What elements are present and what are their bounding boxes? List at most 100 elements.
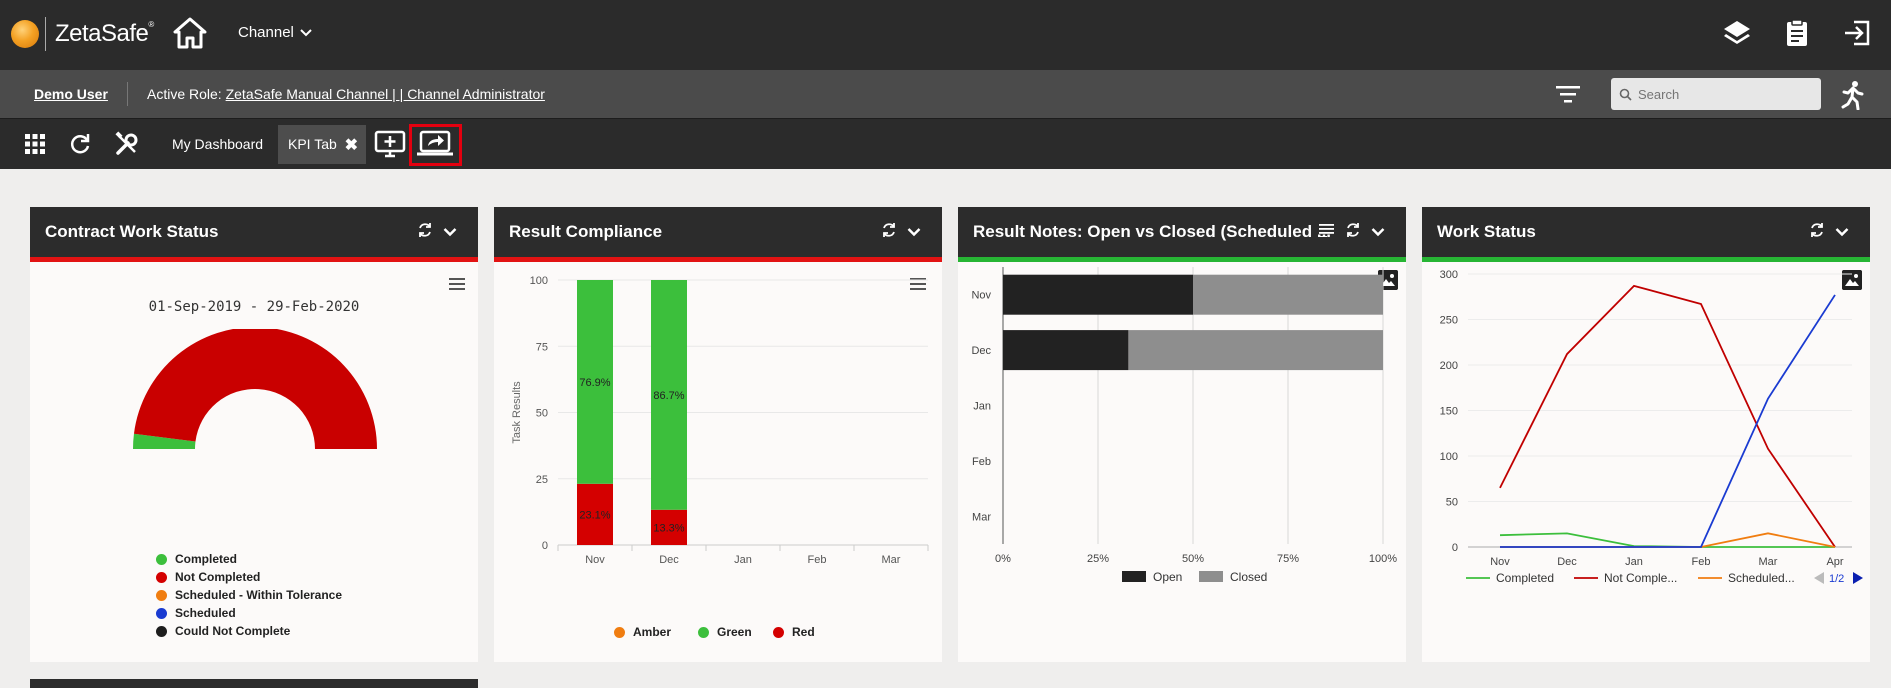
- status-stripe: [1422, 257, 1870, 262]
- widget-title: Result Compliance: [509, 222, 663, 241]
- chevron-down-icon[interactable]: [443, 224, 457, 242]
- bar-closed: [1128, 330, 1383, 371]
- hamburger-menu-icon[interactable]: [910, 277, 928, 291]
- tools-icon[interactable]: [114, 131, 140, 157]
- legend-marker: [156, 553, 167, 565]
- legend-label: Amber: [633, 625, 672, 639]
- legend-item[interactable]: Scheduled: [156, 606, 236, 620]
- hamburger-menu-icon[interactable]: [449, 277, 467, 291]
- refresh-icon[interactable]: [1809, 222, 1825, 243]
- add-dashboard-icon[interactable]: [374, 130, 406, 158]
- logo-divider: [45, 17, 46, 51]
- widget-result-compliance: Result Compliance 0 25 50 75 100 Task Results…: [494, 207, 942, 662]
- series-line: [1500, 532, 1836, 548]
- list-icon[interactable]: [1319, 223, 1335, 242]
- bar-green: [577, 280, 613, 484]
- y-tick-label: Nov: [971, 290, 991, 302]
- share-dashboard-icon[interactable]: [416, 130, 454, 158]
- brand-name[interactable]: ZetaSafe®: [55, 20, 154, 48]
- layers-icon[interactable]: [1722, 18, 1752, 48]
- legend-item[interactable]: Green: [698, 625, 752, 639]
- widget-controls: [417, 222, 457, 243]
- legend-label: Not Comple...: [1604, 571, 1677, 585]
- pager-prev-icon: [1814, 572, 1824, 584]
- widget-title: Work Status: [1437, 222, 1536, 241]
- y-tick-label: 75: [536, 341, 548, 353]
- refresh-icon[interactable]: [1345, 222, 1361, 243]
- data-label: 86.7%: [653, 390, 684, 402]
- y-tick-label: 100: [530, 275, 548, 287]
- legend-marker: [1199, 571, 1223, 582]
- refresh-icon[interactable]: [417, 222, 433, 243]
- series-line: [1500, 294, 1836, 548]
- image-export-icon[interactable]: [1842, 270, 1862, 290]
- bar-open: [1003, 274, 1193, 315]
- y-tick-label: 200: [1440, 360, 1458, 372]
- y-tick-label: 150: [1440, 406, 1458, 418]
- chevron-down-icon[interactable]: [1835, 224, 1849, 242]
- active-role-label: Active Role:: [147, 86, 222, 102]
- zetasafe-logo-icon[interactable]: [11, 20, 39, 48]
- role-bar: Demo User Active Role: ZetaSafe Manual C…: [0, 70, 1891, 118]
- widget-controls: [1809, 222, 1849, 243]
- x-tick-label: Nov: [1490, 556, 1510, 568]
- legend-item[interactable]: Red: [773, 625, 815, 639]
- series-line: [1499, 532, 1835, 548]
- user-link[interactable]: Demo User: [34, 86, 108, 102]
- channel-dropdown[interactable]: Channel: [238, 24, 312, 41]
- legend-label: Not Completed: [175, 570, 261, 584]
- y-tick-label: 0: [1452, 542, 1458, 554]
- refresh-icon[interactable]: [67, 131, 93, 157]
- chevron-down-icon[interactable]: [907, 224, 921, 242]
- active-role-link[interactable]: ZetaSafe Manual Channel | | Channel Admi…: [225, 86, 545, 102]
- legend-marker: [773, 626, 784, 638]
- x-tick-label: 100%: [1369, 553, 1397, 565]
- legend-item[interactable]: Not Completed: [156, 570, 260, 584]
- next-widget-header: [30, 679, 478, 688]
- stacked-bar-chart: 0 25 50 75 100 Task Results Nov 23.1% 76.9% Dec 13…: [511, 275, 929, 566]
- filter-icon[interactable]: [1554, 83, 1582, 105]
- legend-item[interactable]: Scheduled - Within Tolerance: [156, 588, 342, 602]
- x-tick-label: Nov: [585, 554, 605, 566]
- logout-icon[interactable]: [1842, 18, 1872, 48]
- horizontal-bar-chart: 0% 25% 50% 75% 100% Nov Dec Jan Feb Mar Open Closed: [971, 267, 1397, 584]
- bar-closed: [1193, 274, 1383, 315]
- chevron-down-icon[interactable]: [1371, 224, 1385, 242]
- bar-open: [1003, 330, 1129, 371]
- search-icon: [1619, 88, 1632, 101]
- legend-item[interactable]: Amber: [614, 625, 671, 639]
- close-tab-icon[interactable]: ✖: [344, 137, 358, 154]
- brand-mark: ®: [148, 20, 154, 29]
- top-bar: ZetaSafe® Channel: [0, 0, 1891, 70]
- x-tick-label: Dec: [1557, 556, 1577, 568]
- series-line: [1499, 284, 1836, 548]
- legend-label: Open: [1153, 570, 1182, 584]
- legend-label: Scheduled: [175, 606, 236, 620]
- walking-person-icon[interactable]: [1838, 80, 1866, 110]
- donut-chart: [133, 329, 377, 449]
- search-box[interactable]: [1611, 78, 1821, 110]
- search-input[interactable]: [1638, 86, 1808, 102]
- home-icon[interactable]: [172, 16, 208, 50]
- legend-label: Could Not Complete: [175, 624, 291, 638]
- y-tick-label: Mar: [972, 511, 991, 523]
- widget-contract-work-status: Contract Work Status 01-Sep-2019 - 29-Fe…: [30, 207, 478, 662]
- y-tick-label: 0: [542, 540, 548, 552]
- channel-label: Channel: [238, 24, 294, 41]
- apps-grid-icon[interactable]: [22, 131, 48, 157]
- tab-my-dashboard[interactable]: My Dashboard: [172, 136, 264, 152]
- bar-red: [577, 483, 613, 545]
- legend-marker: [698, 626, 709, 638]
- widget-header: Contract Work Status: [30, 207, 478, 257]
- tab-kpi-label: KPI Tab: [288, 136, 337, 152]
- tabs-bar: My Dashboard KPI Tab ✖: [0, 118, 1891, 169]
- bar-red: [651, 509, 687, 545]
- legend-item[interactable]: Completed: [156, 552, 237, 566]
- legend-item[interactable]: Could Not Complete: [156, 624, 290, 638]
- x-tick-label: Feb: [1692, 556, 1711, 568]
- legend-marker: [1122, 571, 1146, 582]
- clipboard-icon[interactable]: [1782, 18, 1812, 48]
- x-tick-label: 0%: [995, 553, 1011, 565]
- refresh-icon[interactable]: [881, 222, 897, 243]
- tab-kpi[interactable]: KPI Tab ✖: [278, 125, 366, 164]
